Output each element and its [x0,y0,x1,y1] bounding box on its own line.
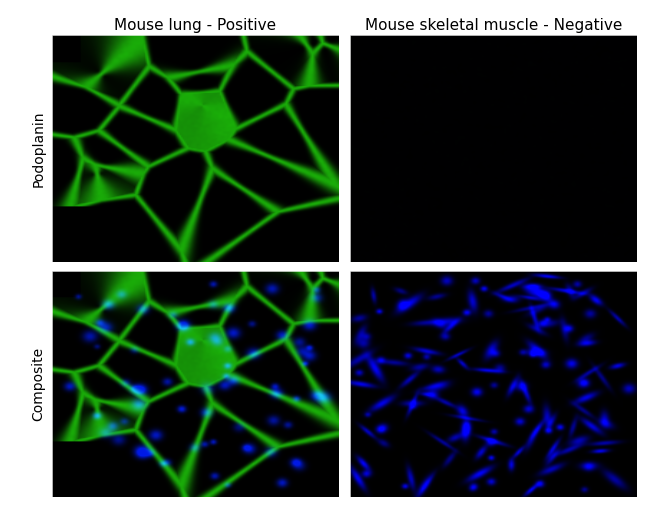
Text: Podoplanin: Podoplanin [31,111,46,187]
Text: Composite: Composite [31,347,46,421]
Title: Mouse skeletal muscle - Negative: Mouse skeletal muscle - Negative [365,18,622,33]
Title: Mouse lung - Positive: Mouse lung - Positive [114,18,276,33]
